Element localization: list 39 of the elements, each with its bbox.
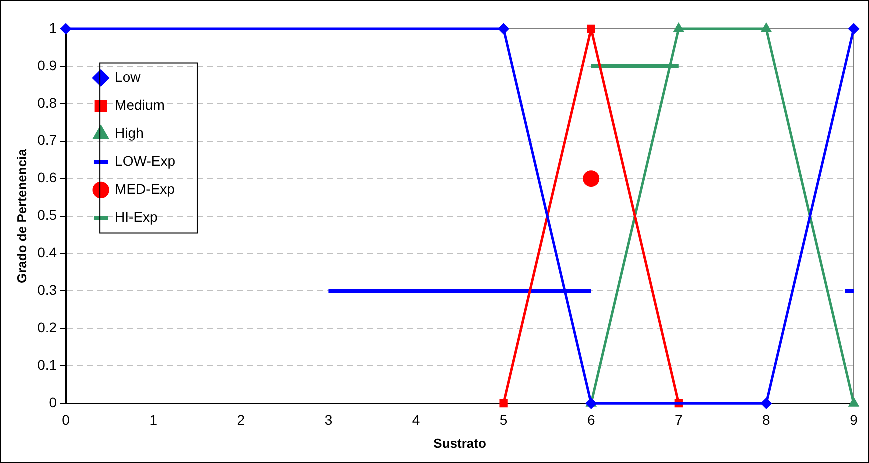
- legend-label: MED-Exp: [115, 181, 176, 198]
- point: [761, 398, 772, 409]
- point: [583, 170, 600, 188]
- y-tick-label: 0.2: [38, 320, 58, 336]
- x-tick-label: 3: [324, 412, 333, 428]
- x-tick-label: 0: [62, 412, 70, 428]
- x-tick-label: 7: [675, 412, 684, 428]
- legend-label: HI-Exp: [115, 209, 158, 226]
- point: [498, 24, 510, 34]
- y-tick-label: 0: [49, 394, 58, 410]
- point: [500, 400, 508, 408]
- x-axis-title: Sustrato: [434, 436, 486, 451]
- legend-label: High: [115, 125, 144, 142]
- x-tick-label: 9: [850, 412, 858, 428]
- x-tick-label: 5: [500, 412, 508, 428]
- point: [762, 24, 772, 32]
- y-axis-title: Grado de Pertenencia: [14, 148, 30, 284]
- point: [587, 24, 596, 34]
- x-tick-label: 4: [412, 412, 420, 428]
- y-tick-label: 0.7: [38, 132, 58, 148]
- legend-label: Low: [115, 69, 142, 86]
- x-tick-label: 1: [150, 412, 158, 428]
- y-tick-label: 0.6: [38, 170, 58, 186]
- x-tick-label: 6: [587, 412, 596, 428]
- x-tick-label: 8: [762, 412, 771, 428]
- y-tick-label: 0.8: [38, 94, 58, 111]
- y-tick-label: 0.3: [38, 282, 58, 298]
- y-tick-label: 0.9: [38, 57, 58, 74]
- x-tick-label: 2: [237, 412, 246, 428]
- y-tick-label: 0.4: [38, 244, 58, 261]
- point: [849, 398, 859, 407]
- legend-label: LOW-Exp: [115, 153, 176, 170]
- y-tick-label: 0.1: [38, 357, 58, 373]
- y-tick-label: 1: [49, 20, 58, 36]
- point: [848, 24, 860, 34]
- point: [674, 24, 684, 32]
- y-tick-label: 0.5: [38, 207, 58, 224]
- point: [60, 24, 72, 34]
- legend-label: Medium: [115, 97, 165, 114]
